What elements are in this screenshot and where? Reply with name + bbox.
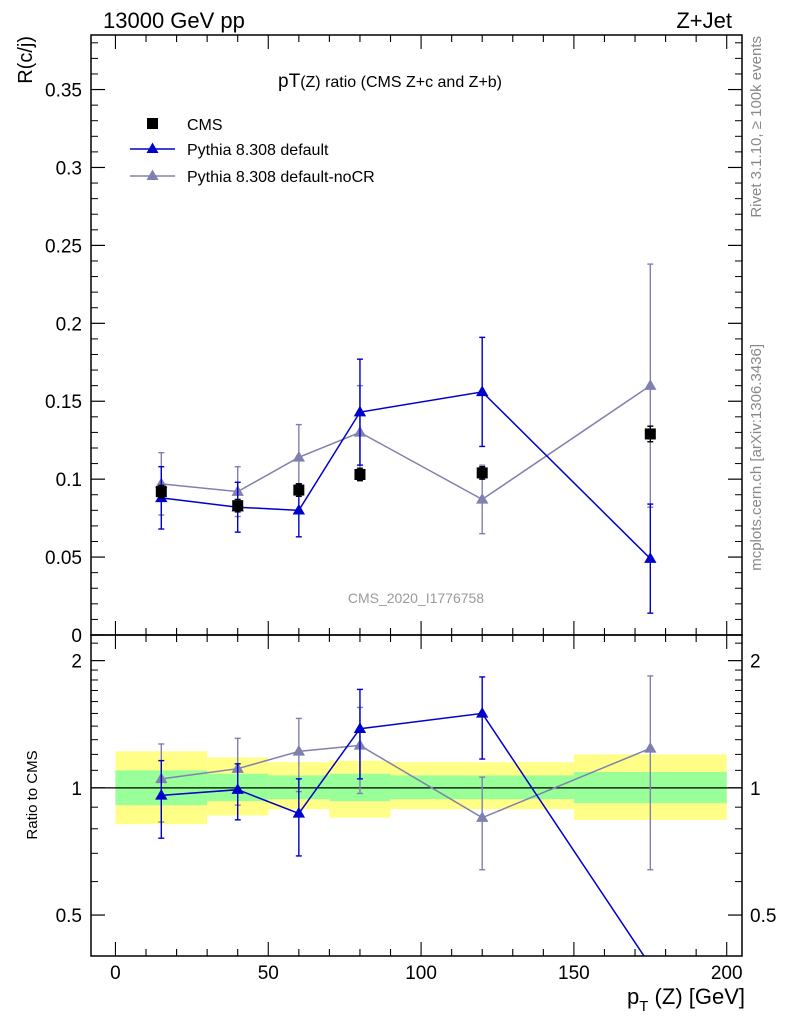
ratio-point-default [476, 706, 489, 718]
main-point-data [354, 468, 366, 480]
ratio-point-nocr [292, 744, 306, 756]
legend-marker-default [146, 142, 159, 153]
ratio-line-nocr [161, 744, 651, 819]
main-point-data [644, 428, 656, 440]
ratio-ytick-label-right: 1 [750, 779, 761, 800]
main-ytick-label: 0.3 [56, 158, 82, 179]
x-tick-label: 150 [558, 963, 590, 984]
ratio-point-default [292, 806, 306, 818]
main-ytick-label: 0.2 [56, 314, 82, 335]
main-y-axis-label: R(c/j) [15, 36, 37, 84]
main-ytick-label: 0.35 [45, 81, 82, 102]
rivet-label: Rivet 3.1.10, ≥ 100k events [748, 36, 765, 218]
legend-marker-nocr [146, 169, 159, 180]
ratio-ytick-label: 0.5 [56, 906, 82, 927]
ratio-ytick-label: 1 [71, 779, 82, 800]
ratio-panel: 0.5 0.5 1 1 2 2 0 50 100 150 200 Ratio to CMS pT … [24, 634, 776, 1015]
ratio-point-nocr [644, 741, 657, 753]
main-point-default [353, 405, 367, 417]
header-left: 13000 GeV pp [103, 8, 245, 33]
ratio-point-default [155, 788, 168, 800]
main-point-data [155, 486, 167, 498]
legend: CMS Pythia 8.308 default Pythia 8.308 de… [130, 117, 375, 186]
ratio-frame [90, 634, 743, 957]
legend-label-default: Pythia 8.308 default [187, 142, 329, 159]
main-point-nocr [644, 379, 657, 390]
main-title: pT(Z) ratio (CMS Z+c and Z+b) [278, 71, 502, 92]
ratio-point-nocr [476, 811, 489, 822]
main-point-default [476, 385, 489, 397]
x-axis-label-rest: (Z) [GeV] [648, 984, 745, 1009]
x-tick-label: 200 [711, 963, 743, 984]
ratio-ytick-label-right: 2 [750, 652, 761, 673]
ratio-ytick-label-right: 0.5 [750, 906, 776, 927]
legend-label-cms: CMS [187, 117, 223, 134]
main-ytick-label: 0.25 [45, 236, 82, 257]
main-title-main: pT [278, 71, 301, 92]
main-point-data [476, 467, 488, 479]
watermark: CMS_2020_I1776758 [348, 590, 484, 606]
ratio-point-default [353, 722, 367, 733]
main-title-sub: (Z) ratio (CMS Z+c and Z+b) [300, 74, 502, 91]
main-ytick-label: 0.05 [45, 548, 82, 569]
x-axis-label-main: p [627, 984, 639, 1009]
main-point-nocr [476, 492, 489, 504]
main-point-data [232, 500, 244, 512]
ratio-y-axis-label: Ratio to CMS [24, 750, 41, 839]
x-tick-label: 100 [405, 963, 437, 984]
x-axis-label-sub: T [639, 998, 648, 1015]
main-point-data [293, 484, 305, 496]
main-point-default [644, 552, 657, 563]
mcplots-label: mcplots.cern.ch [arXiv:1306.3436] [748, 344, 765, 571]
header-right: Z+Jet [676, 8, 732, 33]
main-line-nocr [161, 385, 651, 501]
main-point-nocr [292, 450, 306, 462]
ratio-ytick-label: 2 [71, 652, 82, 673]
main-line-default [161, 391, 651, 560]
main-point-default [292, 503, 306, 515]
x-tick-label: 50 [258, 963, 279, 984]
x-axis-label: pT (Z) [GeV] [627, 984, 745, 1015]
main-ytick-label: 0 [71, 626, 82, 647]
legend-marker-cms [147, 118, 158, 129]
x-tick-label: 0 [110, 963, 121, 984]
legend-label-nocr: Pythia 8.308 default-noCR [187, 169, 375, 186]
ratio-clipped [91, 675, 742, 956]
ratio-point-default [231, 783, 244, 794]
main-panel: 0 0.05 0.1 0.15 0.2 0.25 0.3 0.35 R(c/j) pT(Z) … [15, 34, 743, 647]
main-ytick-label: 0.1 [56, 470, 82, 491]
ratio-line-default [161, 712, 645, 956]
main-ytick-label: 0.15 [45, 392, 82, 413]
